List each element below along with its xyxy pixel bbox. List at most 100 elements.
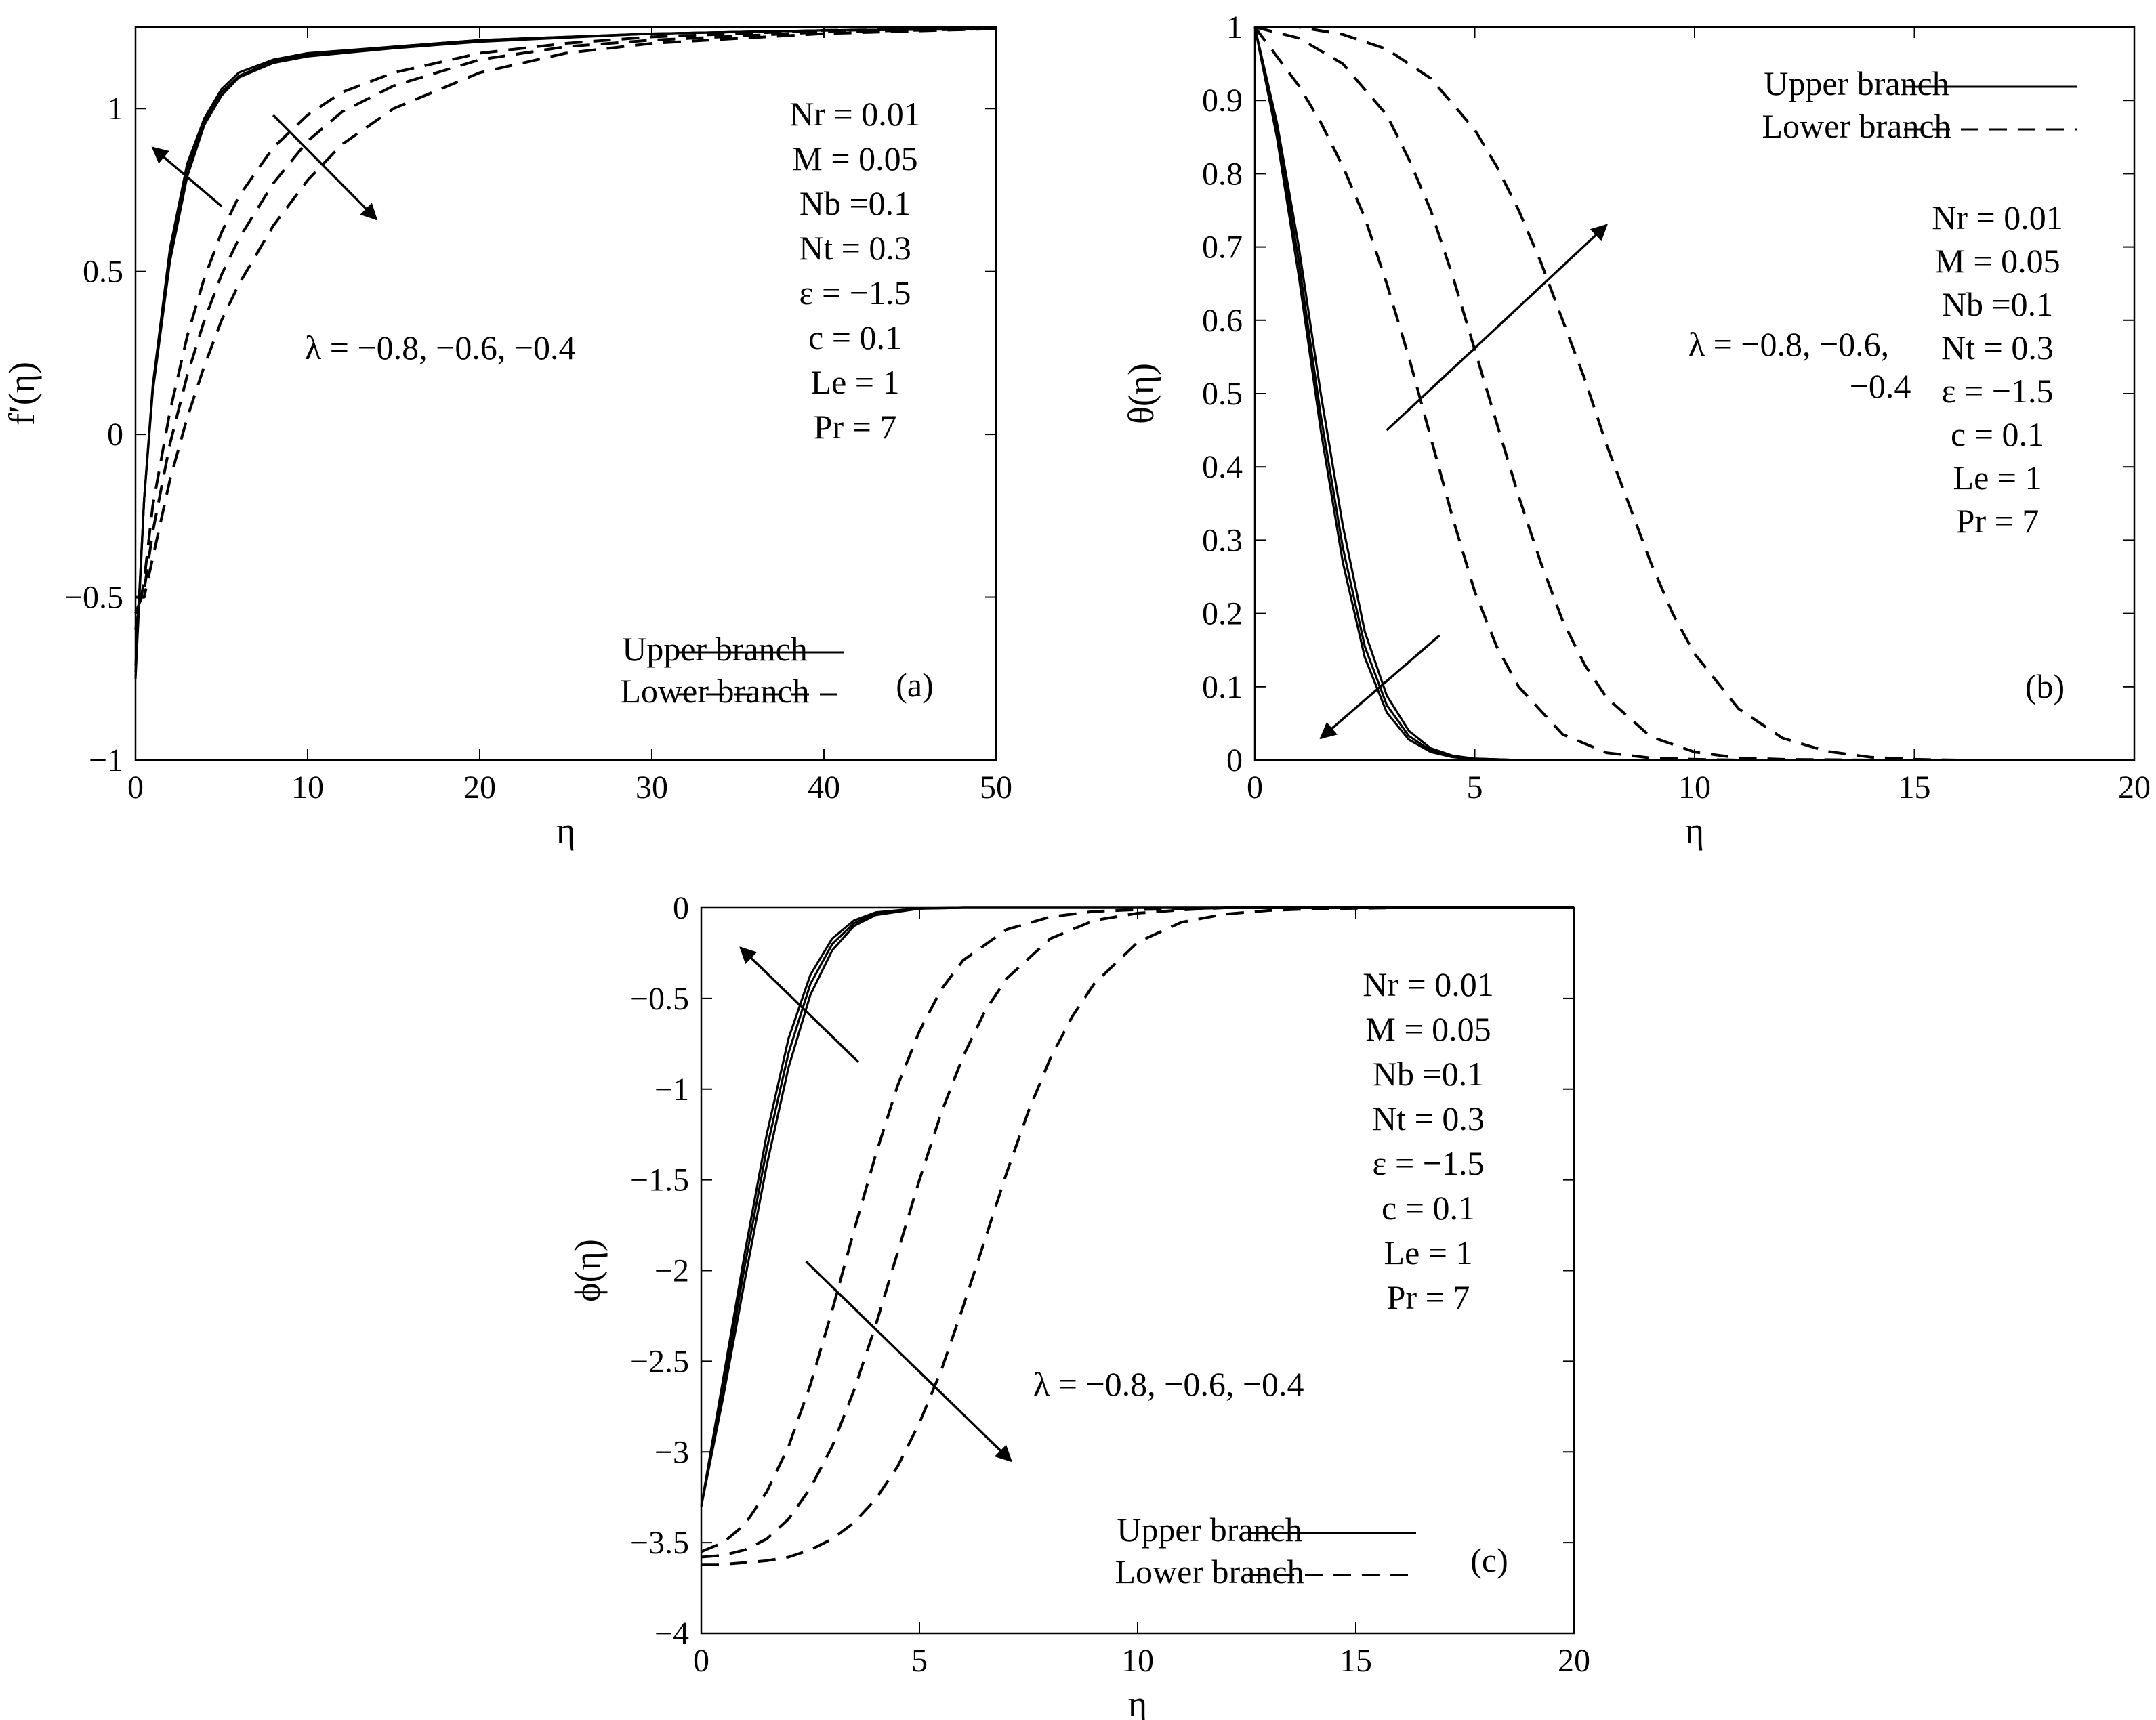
y-tick-label: −3.5 — [630, 1525, 689, 1561]
y-axis-label: θ(η) — [1121, 363, 1161, 424]
x-tick-label: 0 — [127, 770, 144, 805]
x-tick-label: 20 — [2118, 770, 2151, 805]
legend-label-upper: Upper branch — [622, 630, 808, 668]
parameter-label: M = 0.05 — [1365, 1010, 1491, 1048]
y-tick-label: 0.6 — [1202, 303, 1243, 339]
y-tick-label: −0.5 — [630, 981, 689, 1017]
y-tick-label: −0.5 — [64, 580, 123, 616]
x-axis-label: η — [556, 810, 575, 851]
y-tick-label: −3 — [655, 1434, 689, 1470]
series-line-lower-1 — [1253, 26, 2134, 761]
parameter-label: Pr = 7 — [1956, 502, 2039, 540]
y-tick-label: −4 — [655, 1616, 689, 1652]
x-tick-label: 0 — [1247, 770, 1263, 805]
series-line-lower-3 — [1255, 26, 2134, 761]
lambda-annotation: λ = −0.8, −0.6, −0.4 — [1033, 1365, 1304, 1403]
lambda-annotation: −0.4 — [1850, 367, 1911, 405]
parameter-label: c = 0.1 — [808, 318, 902, 356]
y-axis-label: ϕ(η) — [567, 1239, 608, 1302]
direction-arrow — [272, 114, 378, 221]
parameter-label: Nr = 0.01 — [1363, 965, 1493, 1003]
legend-label-lower: Lower branch — [1115, 1553, 1304, 1591]
x-tick-label: 10 — [291, 770, 324, 805]
y-tick-label: 0.5 — [83, 254, 123, 290]
parameter-label: Le = 1 — [1953, 459, 2042, 497]
parameter-label: Nb =0.1 — [800, 184, 911, 222]
x-tick-label: 40 — [808, 770, 840, 805]
direction-arrow — [805, 1260, 1012, 1463]
y-tick-label: 0.3 — [1202, 522, 1243, 558]
y-tick-label: 0.1 — [1202, 669, 1243, 705]
parameter-label: Nr = 0.01 — [1932, 198, 2062, 236]
legend: Upper branch Lower branch — [620, 630, 844, 710]
parameter-label: ε = −1.5 — [1373, 1144, 1485, 1182]
x-tick-label: 15 — [1340, 1643, 1372, 1679]
parameter-label: Nb =0.1 — [1942, 285, 2053, 323]
y-tick-label: 0.4 — [1202, 449, 1243, 485]
legend: Upper branch Lower branch — [1115, 1511, 1416, 1591]
parameter-label: Nt = 0.3 — [1941, 329, 2054, 366]
x-tick-label: 0 — [693, 1643, 709, 1679]
legend: Upper branch Lower branch — [1762, 64, 2077, 145]
direction-arrow — [1319, 634, 1440, 740]
x-tick-label: 10 — [1121, 1643, 1154, 1679]
parameter-label: Nt = 0.3 — [1372, 1099, 1485, 1137]
x-tick-label: 5 — [911, 1643, 928, 1679]
parameter-label: Pr = 7 — [814, 408, 897, 446]
series-line-upper-3 — [1253, 26, 2134, 761]
series-line-lower-3 — [701, 906, 1574, 1566]
y-tick-label: 0 — [1226, 742, 1243, 778]
panel-label: (c) — [1470, 1541, 1508, 1579]
y-tick-label: −2 — [655, 1253, 689, 1289]
x-tick-label: 20 — [463, 770, 496, 805]
y-tick-label: 0.8 — [1202, 156, 1243, 192]
legend-label-upper: Upper branch — [1117, 1511, 1302, 1549]
parameter-label: Nt = 0.3 — [799, 229, 911, 267]
x-tick-label: 15 — [1899, 770, 1931, 805]
direction-arrow — [739, 946, 860, 1063]
series-line-lower-3 — [136, 27, 997, 599]
y-tick-label: 0.2 — [1202, 596, 1243, 632]
plot-frame — [134, 26, 997, 761]
parameter-label: Pr = 7 — [1387, 1278, 1470, 1316]
y-tick-label: 0.5 — [1202, 376, 1243, 412]
x-tick-label: 30 — [636, 770, 668, 805]
direction-arrow — [151, 146, 223, 207]
x-axis-label: η — [1685, 810, 1704, 851]
parameter-label: Nb =0.1 — [1373, 1055, 1484, 1093]
legend-label-upper: Upper branch — [1764, 64, 1949, 102]
lambda-annotation: λ = −0.8, −0.6, — [1688, 325, 1889, 363]
parameter-label: ε = −1.5 — [1942, 372, 2054, 410]
y-tick-label: −2.5 — [630, 1343, 689, 1379]
parameter-label: Le = 1 — [1384, 1234, 1473, 1272]
parameter-label: M = 0.05 — [792, 140, 917, 177]
y-tick-label: 0 — [673, 890, 689, 926]
lambda-annotation: λ = −0.8, −0.6, −0.4 — [305, 329, 576, 366]
y-tick-label: 1 — [107, 91, 123, 127]
legend-label-lower: Lower branch — [1762, 107, 1951, 145]
series-line-lower-2 — [134, 27, 997, 614]
y-tick-label: 0 — [107, 417, 123, 453]
parameter-label: c = 0.1 — [1951, 415, 2044, 453]
parameter-label: c = 0.1 — [1382, 1189, 1475, 1227]
parameter-label: Nr = 0.01 — [789, 95, 920, 133]
chart-panel-2: 0 5 10 15 20 0 0.1 0.2 0.3 0.4 0.5 0.6 0.7 0.8 0.9 1 η θ(… — [1121, 9, 2151, 851]
y-tick-label: −1 — [655, 1072, 689, 1108]
series-line-upper-3 — [700, 906, 1574, 1507]
y-tick-label: −1.5 — [630, 1162, 689, 1198]
y-tick-label: 0.7 — [1202, 230, 1243, 266]
series-line-upper-3 — [134, 27, 997, 666]
y-axis-label: f′(η) — [1, 362, 42, 425]
panel-label: (a) — [896, 666, 934, 704]
chart-panel-3: 0 5 10 15 20 −4 −3.5 −3 −2.5 −2 −1.5 −1 −0.5 0 η ϕ(η) Nr… — [567, 890, 1590, 1720]
panel-label: (b) — [2025, 667, 2065, 705]
y-tick-label: 0.9 — [1202, 83, 1243, 119]
series-line-lower-2 — [1254, 26, 2134, 761]
series-line-lower-2 — [701, 906, 1574, 1559]
x-tick-label: 20 — [1558, 1643, 1590, 1679]
y-tick-label: 1 — [1226, 9, 1243, 45]
parameter-label: Le = 1 — [811, 363, 900, 401]
x-tick-label: 50 — [980, 770, 1012, 805]
legend-label-lower: Lower branch — [620, 672, 809, 710]
